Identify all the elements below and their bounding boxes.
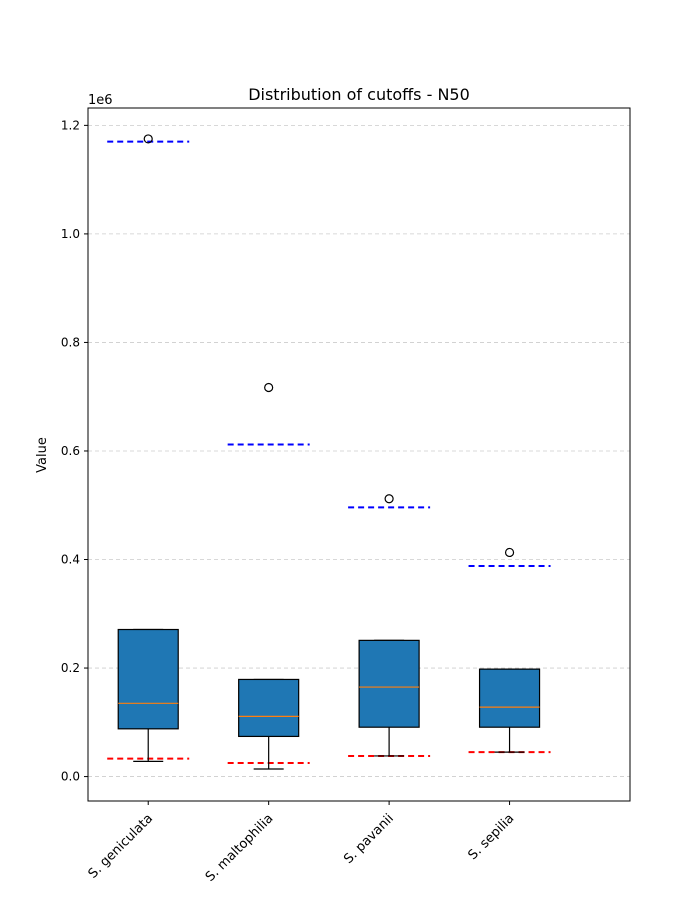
- x-ticks: S. geniculata S. maltophilia S. pavanii S. …: [86, 801, 518, 885]
- y-tick-label: 0.0: [61, 770, 80, 784]
- box: [478, 668, 541, 728]
- y-tick-label: 1.0: [61, 227, 80, 241]
- grid-lines: [88, 124, 630, 777]
- y-tick-label: 0.4: [61, 553, 80, 567]
- boxes: [117, 134, 541, 770]
- outlier-point: [504, 547, 515, 558]
- x-tick-label: S. sepilia: [466, 811, 518, 863]
- chart-title: Distribution of cutoffs - N50: [248, 85, 470, 104]
- y-offset-label: 1e6: [88, 93, 113, 108]
- y-tick-label: 0.6: [61, 444, 80, 458]
- y-axis-label: Value: [35, 437, 50, 473]
- y-tick-label: 1.2: [61, 118, 80, 132]
- plot-frame: [87, 107, 631, 802]
- y-tick-label: 0.8: [61, 335, 80, 349]
- box: [117, 628, 179, 730]
- box: [238, 678, 300, 738]
- y-ticks: 0.0 0.2 0.4 0.6 0.8 1.0 1.2: [61, 118, 88, 784]
- outlier-point: [384, 494, 394, 504]
- box: [358, 639, 420, 728]
- x-tick-label: S. pavanii: [341, 811, 397, 867]
- outlier-point: [143, 134, 153, 144]
- x-tick-label: S. maltophilia: [203, 811, 277, 885]
- x-tick-label: S. geniculata: [86, 811, 156, 881]
- y-tick-label: 0.2: [61, 661, 80, 675]
- outlier-point: [264, 382, 274, 393]
